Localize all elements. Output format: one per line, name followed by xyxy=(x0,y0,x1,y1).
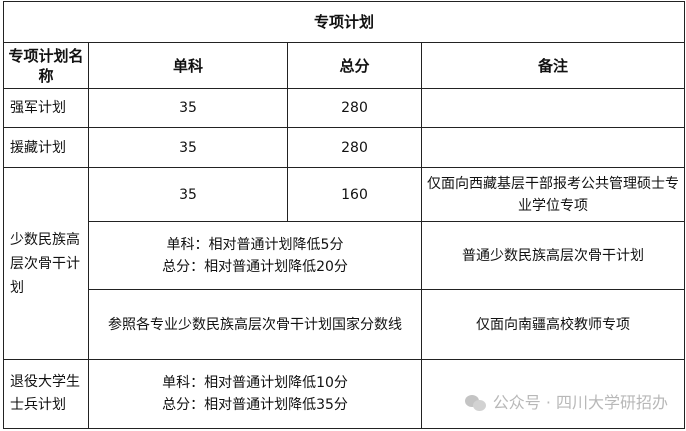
score-rule-single: 单科：相对普通计划降低5分 xyxy=(166,236,344,253)
table-row: 少数民族高层次骨干计划 35 160 仅面向西藏基层干部报考公共管理硕士专业学位… xyxy=(3,167,686,360)
plan-name: 退役大学生士兵计划 xyxy=(3,359,89,429)
table-row: 退役大学生士兵计划 单科：相对普通计划降低10分 总分：相对普通计划降低35分 … xyxy=(3,359,686,429)
header-plan-name: 专项计划名称 xyxy=(3,42,89,89)
total-score: 280 xyxy=(287,127,422,168)
table-row: 参照各专业少数民族高层次骨干计划国家分数线 仅面向南疆高校教师专项 xyxy=(4,289,686,360)
plan-name: 援藏计划 xyxy=(3,127,89,168)
header-single: 单科 xyxy=(88,42,288,89)
header-total: 总分 xyxy=(287,42,422,89)
note: 公众号 · 四川大学研招办 xyxy=(420,359,686,429)
table-row: 强军计划 35 280 xyxy=(3,88,686,128)
plan-name: 少数民族高层次骨干计划 xyxy=(3,167,89,360)
score-rule: 单科：相对普通计划降低10分 总分：相对普通计划降低35分 xyxy=(88,359,422,429)
table-row: 单科：相对普通计划降低5分 总分：相对普通计划降低20分 普通少数民族高层次骨干… xyxy=(4,221,686,290)
total-score: 160 xyxy=(287,167,422,222)
single-score: 35 xyxy=(88,127,288,168)
note xyxy=(420,127,686,168)
score-rule-total: 总分：相对普通计划降低20分 xyxy=(162,258,348,275)
single-score: 35 xyxy=(88,88,288,128)
wechat-icon xyxy=(464,395,487,411)
score-rule: 单科：相对普通计划降低5分 总分：相对普通计划降低20分 xyxy=(88,221,422,290)
watermark-text: 公众号 · 四川大学研招办 xyxy=(492,393,669,412)
score-rule-total: 总分：相对普通计划降低35分 xyxy=(162,397,348,413)
watermark: 公众号 · 四川大学研招办 xyxy=(424,392,682,414)
total-score: 280 xyxy=(287,88,422,128)
note: 仅面向南疆高校教师专项 xyxy=(420,289,686,360)
plan-name: 强军计划 xyxy=(3,88,89,128)
table-title: 专项计划 xyxy=(2,1,686,43)
header-note: 备注 xyxy=(420,42,686,89)
score-rule-single: 单科：相对普通计划降低10分 xyxy=(162,375,348,391)
single-score: 35 xyxy=(88,167,288,222)
note xyxy=(420,88,686,128)
score-rule: 参照各专业少数民族高层次骨干计划国家分数线 xyxy=(88,289,422,360)
table-row: 援藏计划 35 280 xyxy=(3,127,686,168)
note: 仅面向西藏基层干部报考公共管理硕士专业学位专项 xyxy=(420,167,686,222)
note: 普通少数民族高层次骨干计划 xyxy=(420,221,686,290)
